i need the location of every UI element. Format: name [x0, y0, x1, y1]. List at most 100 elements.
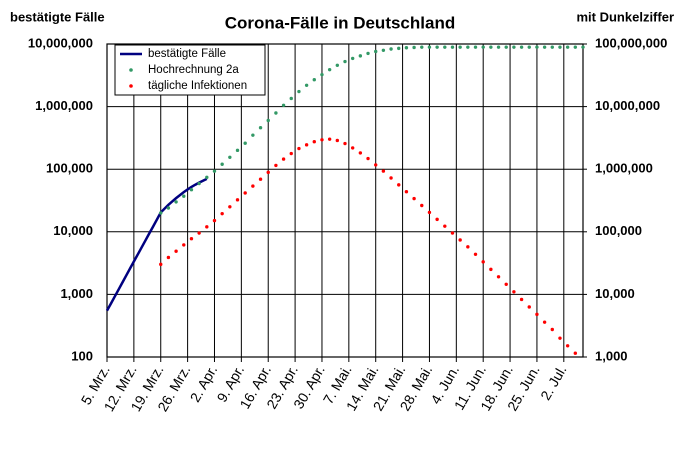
data-point: [466, 45, 470, 49]
data-point: [535, 45, 539, 49]
data-point: [565, 344, 570, 348]
y2-tick-label: 100,000,000: [595, 35, 667, 50]
y2-tick-label: 10,000,000: [595, 98, 660, 113]
data-point: [573, 351, 578, 355]
chart-title: Corona-Fälle in Deutschland: [225, 13, 455, 32]
data-point: [366, 51, 370, 56]
y2-tick-label: 1,000,000: [595, 161, 653, 176]
data-point: [258, 177, 263, 181]
data-point: [197, 231, 201, 235]
data-point: [435, 45, 439, 49]
data-point: [327, 67, 332, 72]
data-point: [504, 282, 508, 286]
data-point: [182, 243, 186, 247]
y-tick-label: 10,000: [53, 223, 93, 238]
data-point: [558, 45, 562, 49]
data-point: [412, 196, 416, 201]
data-point: [550, 327, 554, 332]
data-point: [304, 83, 309, 87]
data-point: [205, 225, 209, 229]
y2-tick-label: 100,000: [595, 223, 642, 238]
data-point: [166, 206, 171, 210]
data-point: [159, 211, 163, 215]
data-point: [297, 146, 301, 151]
data-point: [435, 217, 439, 222]
data-point: [397, 46, 401, 51]
data-point: [343, 141, 347, 146]
data-point: [182, 194, 186, 198]
data-point: [312, 77, 316, 82]
data-point: [335, 63, 340, 67]
legend-label: bestätigte Fälle: [148, 48, 226, 60]
legend-label: tägliche Infektionen: [148, 80, 247, 92]
y2-tick-label: 10,000: [595, 286, 635, 301]
data-point: [381, 48, 386, 52]
data-point: [281, 103, 286, 107]
data-point: [473, 252, 478, 257]
data-point: [381, 169, 386, 173]
y-tick-label: 10,000,000: [28, 35, 93, 50]
data-point: [266, 170, 270, 175]
data-point: [289, 96, 293, 101]
data-point: [542, 45, 547, 49]
data-point: [512, 45, 516, 49]
data-point: [274, 111, 278, 115]
y2-axis-label: mit Dunkelziffer: [576, 9, 674, 24]
y-tick-label: 1,000,000: [35, 98, 93, 113]
data-point: [527, 45, 531, 49]
data-point: [350, 146, 355, 150]
data-point: [404, 190, 409, 194]
data-point: [443, 45, 447, 49]
data-point: [166, 255, 171, 260]
data-point: [327, 137, 332, 141]
data-point: [481, 260, 485, 264]
series-line: [105, 177, 208, 312]
data-point: [212, 218, 217, 223]
data-point: [512, 290, 516, 294]
data-point: [251, 133, 255, 137]
data-point: [519, 45, 524, 49]
y2-tick-label: 1,000: [595, 348, 628, 363]
data-point: [350, 56, 355, 61]
data-point: [519, 297, 524, 302]
data-point: [504, 45, 508, 49]
data-point: [228, 205, 232, 209]
y-axis-label: bestätigte Fälle: [10, 9, 105, 24]
legend-swatch: [129, 68, 133, 72]
data-point: [527, 305, 531, 309]
data-point: [212, 169, 217, 173]
data-point: [159, 262, 163, 267]
data-point: [220, 162, 224, 166]
data-point: [274, 163, 278, 168]
data-point: [389, 47, 393, 51]
data-point: [489, 267, 493, 272]
data-point: [174, 249, 178, 253]
data-point: [397, 183, 401, 187]
data-point: [174, 200, 178, 204]
data-point: [235, 148, 240, 153]
data-point: [304, 143, 309, 147]
data-point: [573, 45, 578, 49]
data-point: [289, 151, 293, 156]
data-point: [228, 155, 232, 159]
data-point: [565, 45, 570, 49]
data-point: [473, 45, 478, 49]
data-point: [443, 224, 447, 228]
data-point: [496, 275, 501, 279]
plot-frame: [106, 43, 584, 358]
data-point: [266, 118, 270, 123]
data-point: [320, 138, 324, 142]
data-point: [550, 45, 554, 49]
data-point: [581, 45, 585, 49]
data-point: [281, 157, 286, 161]
data-point: [243, 141, 247, 145]
data-point: [374, 163, 378, 167]
data-point: [420, 203, 424, 208]
data-point: [558, 336, 562, 340]
data-point: [489, 45, 493, 49]
data-point: [481, 45, 485, 49]
data-point: [189, 188, 194, 192]
data-point: [312, 139, 316, 144]
